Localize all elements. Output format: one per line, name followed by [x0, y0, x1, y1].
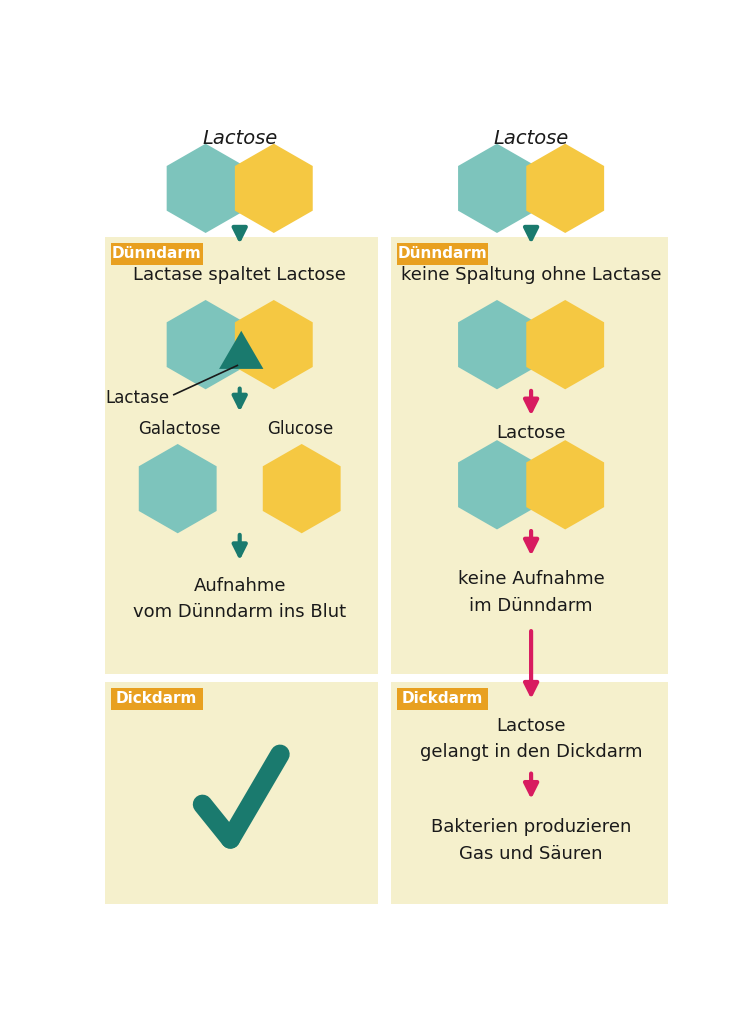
Polygon shape: [526, 440, 604, 529]
Polygon shape: [167, 143, 244, 233]
Text: Glucose: Glucose: [267, 420, 333, 438]
Text: Dünndarm: Dünndarm: [398, 247, 487, 261]
Text: Bakterien produzieren
Gas und Säuren: Bakterien produzieren Gas und Säuren: [431, 818, 631, 862]
Polygon shape: [458, 143, 536, 233]
Text: Aufnahme
vom Dünndarm ins Blut: Aufnahme vom Dünndarm ins Blut: [133, 577, 346, 621]
Text: Lactase: Lactase: [106, 389, 170, 407]
FancyBboxPatch shape: [397, 688, 489, 710]
FancyBboxPatch shape: [397, 243, 489, 264]
Text: Dünndarm: Dünndarm: [112, 247, 202, 261]
Text: Galactose: Galactose: [138, 420, 220, 438]
Polygon shape: [235, 143, 313, 233]
Polygon shape: [219, 331, 263, 369]
Text: Dickdarm: Dickdarm: [402, 691, 484, 707]
Polygon shape: [458, 300, 536, 389]
FancyBboxPatch shape: [105, 682, 378, 903]
Polygon shape: [526, 143, 604, 233]
Polygon shape: [262, 444, 341, 534]
Polygon shape: [458, 440, 536, 529]
Text: Dickdarm: Dickdarm: [116, 691, 198, 707]
Text: Lactose: Lactose: [496, 424, 566, 442]
Polygon shape: [235, 300, 313, 389]
FancyBboxPatch shape: [391, 237, 668, 674]
Text: keine Spaltung ohne Lactase: keine Spaltung ohne Lactase: [401, 266, 661, 285]
Text: Lactose: Lactose: [202, 129, 277, 147]
Polygon shape: [526, 300, 604, 389]
Text: keine Aufnahme
im Dünndarm: keine Aufnahme im Dünndarm: [458, 570, 605, 614]
FancyBboxPatch shape: [391, 682, 668, 903]
Polygon shape: [139, 444, 217, 534]
Polygon shape: [167, 300, 244, 389]
Text: Lactose
gelangt in den Dickdarm: Lactose gelangt in den Dickdarm: [420, 717, 642, 761]
FancyBboxPatch shape: [111, 243, 202, 264]
FancyBboxPatch shape: [111, 688, 202, 710]
FancyBboxPatch shape: [105, 237, 378, 674]
Text: Lactose: Lactose: [493, 129, 569, 147]
Text: Lactase spaltet Lactose: Lactase spaltet Lactose: [133, 266, 346, 285]
